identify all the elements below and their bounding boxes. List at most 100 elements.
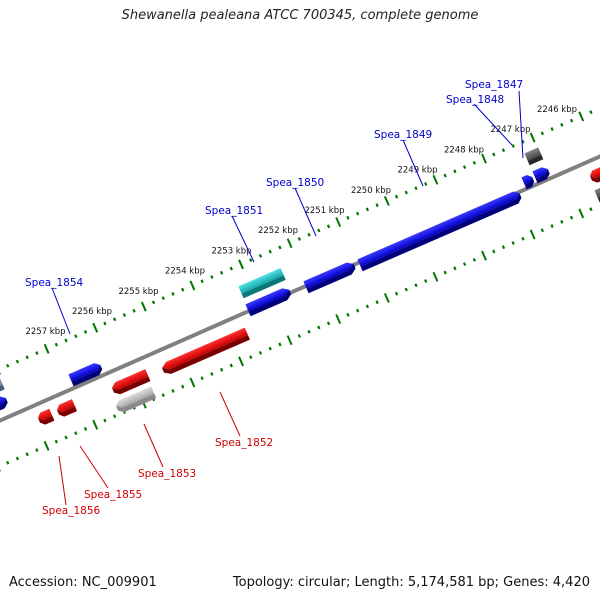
gene-label-spea-1856[interactable]: Spea_1856 [42,505,101,517]
major-tick [286,238,293,249]
minor-tick [326,321,331,326]
major-tick [92,322,99,333]
minor-tick [200,376,204,381]
minor-tick [83,330,88,334]
genome-summary-text: Topology: circular; Length: 5,174,581 bp… [232,575,590,590]
minor-tick [122,313,127,317]
minor-tick [511,241,515,245]
gene-label-spea-1849[interactable]: Spea_1849 [374,129,432,141]
kbp-label: 2255 kbp [118,287,158,297]
kbp-label: 2249 kbp [397,166,437,176]
gene-arrow[interactable] [0,377,5,394]
gene-arrow[interactable] [36,408,55,427]
minor-tick [346,312,350,317]
minor-tick [424,182,428,186]
gene-arrow[interactable] [68,361,103,387]
minor-tick [569,118,574,123]
major-tick [335,314,342,325]
gene-arrow[interactable] [588,164,600,184]
major-tick [286,335,293,346]
inner-tick-row [0,207,593,472]
major-tick [432,174,439,185]
kbp-label: 2252 kbp [258,226,298,236]
minor-tick [200,279,204,284]
minor-tick [404,287,408,292]
gene-arrow[interactable] [357,190,523,272]
genome-backbone [0,154,600,423]
minor-tick [181,384,185,389]
gene-arrow[interactable] [238,267,286,299]
minor-tick [404,190,408,195]
minor-tick [356,211,360,216]
minor-tick [6,460,10,465]
minor-tick [511,144,515,148]
minor-tick [365,207,370,212]
minor-tick [15,359,20,364]
minor-tick [151,300,156,305]
gene-arrow[interactable] [521,173,535,190]
minor-tick [103,418,107,423]
major-tick [481,153,487,164]
kbp-label: 2246 kbp [537,105,577,115]
major-tick [529,132,536,143]
gene-label-spea-1850[interactable]: Spea_1850 [266,177,324,189]
major-tick [238,259,244,270]
major-tick [189,377,196,388]
minor-tick [249,258,253,263]
minor-tick [15,456,20,461]
kbp-label: 2257 kbp [25,327,65,337]
minor-tick [171,389,175,393]
minor-tick [219,367,224,372]
minor-tick [161,393,165,398]
minor-tick [278,342,282,347]
major-tick [189,280,196,291]
gene-label-spea-1853[interactable]: Spea_1853 [138,468,196,480]
gene-arrow[interactable] [594,184,600,203]
gene-label-spea-1855[interactable]: Spea_1855 [84,489,142,501]
gene-label-spea-1852[interactable]: Spea_1852 [215,437,273,449]
minor-tick [394,291,399,296]
minor-tick [394,194,399,199]
minor-tick [6,363,10,368]
major-tick [335,217,342,228]
gene-arrow[interactable] [532,165,551,184]
minor-tick [365,304,370,309]
minor-tick [326,224,331,229]
major-tick [92,419,99,430]
gene-label-spea-1847[interactable]: Spea_1847 [465,79,523,91]
gene-arrow[interactable] [110,369,151,396]
gene-arrow[interactable] [160,327,250,377]
major-tick [578,111,585,122]
minor-tick [171,292,175,296]
gene-arrow[interactable] [114,386,157,414]
gene-arrow[interactable] [245,286,292,317]
minor-tick [346,215,350,220]
gene-label-spea-1854[interactable]: Spea_1854 [25,277,84,289]
gene-arrow[interactable] [524,147,544,166]
minor-tick [453,266,457,271]
gene-arrow[interactable] [55,399,78,418]
minor-tick [113,414,117,419]
minor-tick [297,334,301,338]
minor-tick [540,131,545,136]
major-tick [578,208,585,219]
minor-tick [472,160,476,165]
gene-label-spea-1848[interactable]: Spea_1848 [446,94,504,106]
minor-tick [54,342,58,347]
kbp-label: 2250 kbp [351,186,391,196]
kbp-label: 2254 kbp [165,267,205,277]
minor-tick [589,207,593,212]
minor-tick [501,148,506,153]
minor-tick [375,300,379,305]
gene-arrow[interactable] [303,260,357,294]
accession-text: Accession: NC_009901 [9,575,157,590]
minor-tick [103,321,107,326]
gene-labels: Spea_1847 Spea_1848 Spea_1849 Spea_1850 … [25,79,523,517]
gene-arrow[interactable] [0,394,9,413]
minor-tick [74,431,78,436]
minor-tick [443,270,447,275]
minor-tick [589,110,593,115]
gene-label-spea-1851[interactable]: Spea_1851 [205,205,263,217]
minor-tick [307,329,311,334]
